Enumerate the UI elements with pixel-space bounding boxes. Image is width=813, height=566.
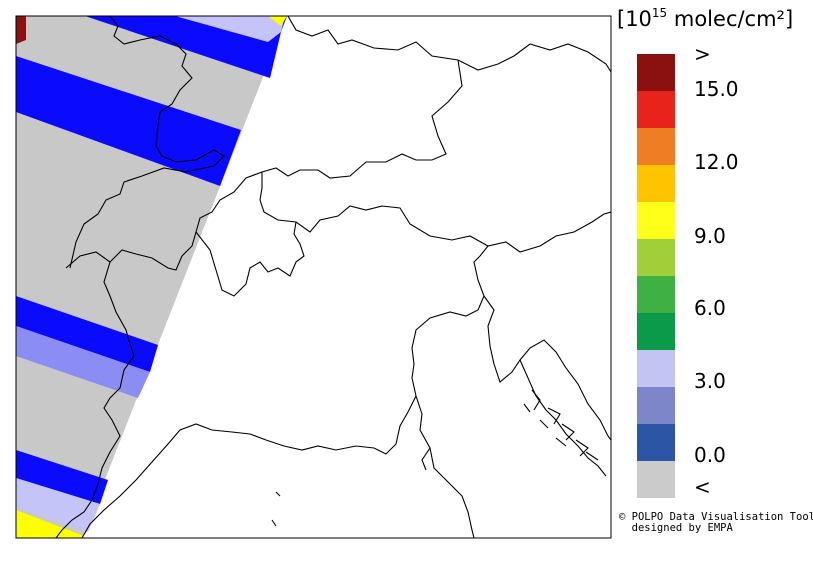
colorbar-bin: [637, 239, 675, 276]
colorbar-tick-label: 9.0: [694, 224, 726, 248]
colorbar-tick-label: 12.0: [694, 150, 739, 174]
colorbar-tick-label: 6.0: [694, 296, 726, 320]
swath-band: [16, 56, 241, 186]
credit-line-1: © POLPO Data Visualisation Tool: [619, 511, 813, 523]
colorbar-bin: [637, 276, 675, 313]
map-frame: [15, 15, 612, 539]
swath-band: [16, 450, 108, 504]
colorbar-bin: [637, 54, 675, 91]
colorbar-bin: [637, 424, 675, 461]
unit-exponent: 15: [651, 6, 668, 20]
legend-unit-label: [1015 molec/cm²]: [617, 6, 794, 31]
swath-band: [175, 16, 285, 42]
swath-band: [16, 478, 100, 532]
colorbar-tick-label: <: [694, 475, 711, 499]
colorbar-bin: [637, 91, 675, 128]
colorbar-bin: [637, 350, 675, 387]
colorbar-tick-label: 3.0: [694, 369, 726, 393]
swath-band: [16, 510, 84, 538]
credit-line-2: designed by EMPA: [619, 522, 733, 534]
swath-band: [268, 16, 287, 26]
colorbar-tick-label: >: [694, 42, 711, 66]
swath-band: [16, 16, 26, 44]
colorbar-tick-label: 0.0: [694, 443, 726, 467]
colorbar-bin: [637, 313, 675, 350]
colorbar-bin: [637, 202, 675, 239]
swath-band: [16, 296, 158, 372]
colorbar-bin: [637, 387, 675, 424]
unit-text: molec/cm²: [667, 7, 785, 31]
colorbar-bin: [637, 128, 675, 165]
swath-band: [16, 326, 150, 398]
colorbar-bin: [637, 461, 675, 498]
borders: [55, 16, 611, 538]
colorbar-tick-label: 15.0: [694, 77, 739, 101]
colorbar-bin: [637, 165, 675, 202]
